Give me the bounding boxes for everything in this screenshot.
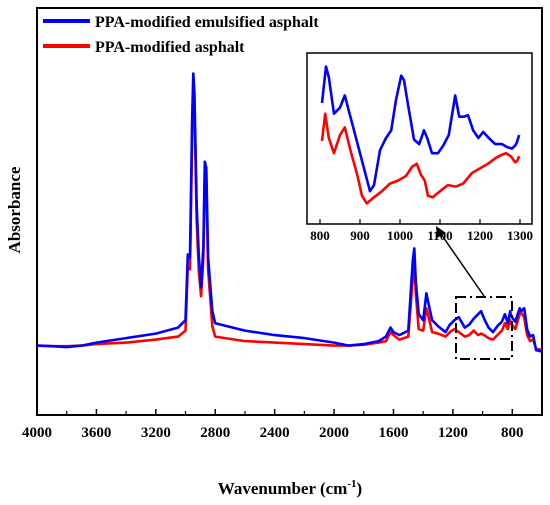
x-tick-label: 3600 <box>81 425 111 441</box>
legend-label-asphalt: PPA-modified asphalt <box>95 39 245 56</box>
inset-frame <box>306 52 533 225</box>
main-plot-area: 4000 3600 3200 2800 2400 2000 1600 1200 800 <box>22 7 543 441</box>
x-tick-label: 2800 <box>200 425 230 441</box>
inset-x-tick-label: 1200 <box>467 228 493 243</box>
inset-series-layer <box>320 65 521 205</box>
x-tick-label: 3200 <box>141 425 171 441</box>
main-series-layer <box>36 72 543 353</box>
zoom-arrow-head <box>436 226 446 238</box>
x-axis-title: Wavenumber (cm-1) <box>218 478 362 498</box>
inset-x-tick-label: 800 <box>310 228 330 243</box>
inset-x-axis-ticks: 8009001000110012001300 <box>310 219 533 243</box>
plot-frame <box>36 7 543 416</box>
series-line-emulsified <box>36 72 543 353</box>
x-axis-title-superscript: -1 <box>347 478 356 490</box>
x-tick-label: 1600 <box>378 425 408 441</box>
legend-label-emulsified: PPA-modified emulsified asphalt <box>95 14 319 31</box>
x-axis-title-text: Wavenumber (cm <box>218 479 348 498</box>
x-axis-title-close: ) <box>357 479 363 498</box>
zoom-arrow <box>440 233 485 297</box>
inset-series-line-asphalt <box>320 112 521 205</box>
inset-plot: 8009001000110012001300 <box>306 52 533 243</box>
x-tick-label: 4000 <box>22 425 52 441</box>
x-tick-label: 1200 <box>438 425 468 441</box>
legend: PPA-modified emulsified asphalt PPA-modi… <box>43 14 319 56</box>
inset-series-line-emulsified <box>320 65 521 193</box>
x-tick-label: 2400 <box>260 425 290 441</box>
inset-x-tick-label: 900 <box>350 228 370 243</box>
x-tick-label: 800 <box>501 425 524 441</box>
zoom-region-box <box>455 296 513 360</box>
inset-x-tick-label: 1000 <box>387 228 413 243</box>
x-tick-label: 2000 <box>319 425 349 441</box>
inset-x-tick-label: 1300 <box>507 228 533 243</box>
y-axis-title: Absorbance <box>5 166 24 253</box>
x-axis-ticks: 4000 3600 3200 2800 2400 2000 1600 1200 800 <box>22 409 524 441</box>
